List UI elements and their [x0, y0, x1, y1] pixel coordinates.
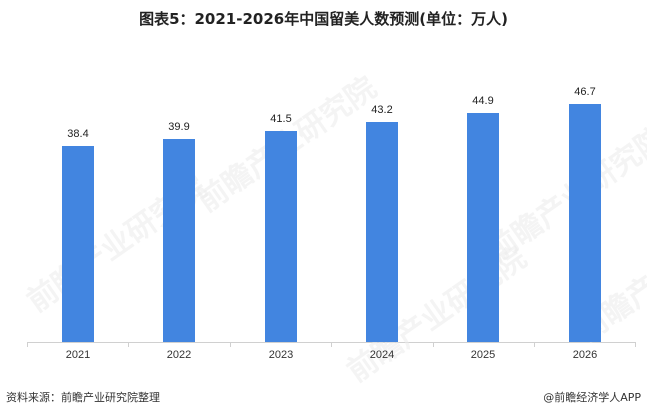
x-axis-label: 2026: [572, 349, 598, 361]
x-axis-label: 2022: [166, 349, 192, 361]
value-label: 44.9: [472, 95, 494, 107]
bar-2022: [163, 139, 195, 342]
bar-2025: [467, 113, 499, 342]
bar-2024: [366, 122, 398, 342]
value-label: 43.2: [371, 104, 393, 116]
bar-2026: [569, 104, 601, 342]
value-label: 41.5: [270, 113, 292, 125]
x-axis-label: 2021: [65, 349, 91, 361]
x-axis-tick: [635, 342, 636, 347]
value-label: 38.4: [67, 128, 89, 140]
x-axis-tick: [128, 342, 129, 347]
value-label: 46.7: [574, 86, 596, 98]
chart-title: 图表5：2021-2026年中国留美人数预测(单位：万人): [139, 10, 508, 28]
watermark: 前瞻产业研究院: [480, 120, 647, 270]
x-axis-tick: [534, 342, 535, 347]
x-axis-tick: [433, 342, 434, 347]
x-axis-label: 2025: [470, 349, 496, 361]
x-axis-label: 2023: [268, 349, 294, 361]
x-axis-label: 2024: [369, 349, 395, 361]
bar-2023: [265, 131, 297, 342]
source-note: 资料来源：前瞻产业研究院整理: [6, 391, 160, 404]
x-axis-tick: [230, 342, 231, 347]
x-axis-tick: [331, 342, 332, 347]
value-label: 39.9: [168, 121, 190, 133]
x-axis-tick: [27, 342, 28, 347]
bar-2021: [62, 146, 94, 342]
credit-note: @前瞻经济学人APP: [543, 391, 641, 404]
